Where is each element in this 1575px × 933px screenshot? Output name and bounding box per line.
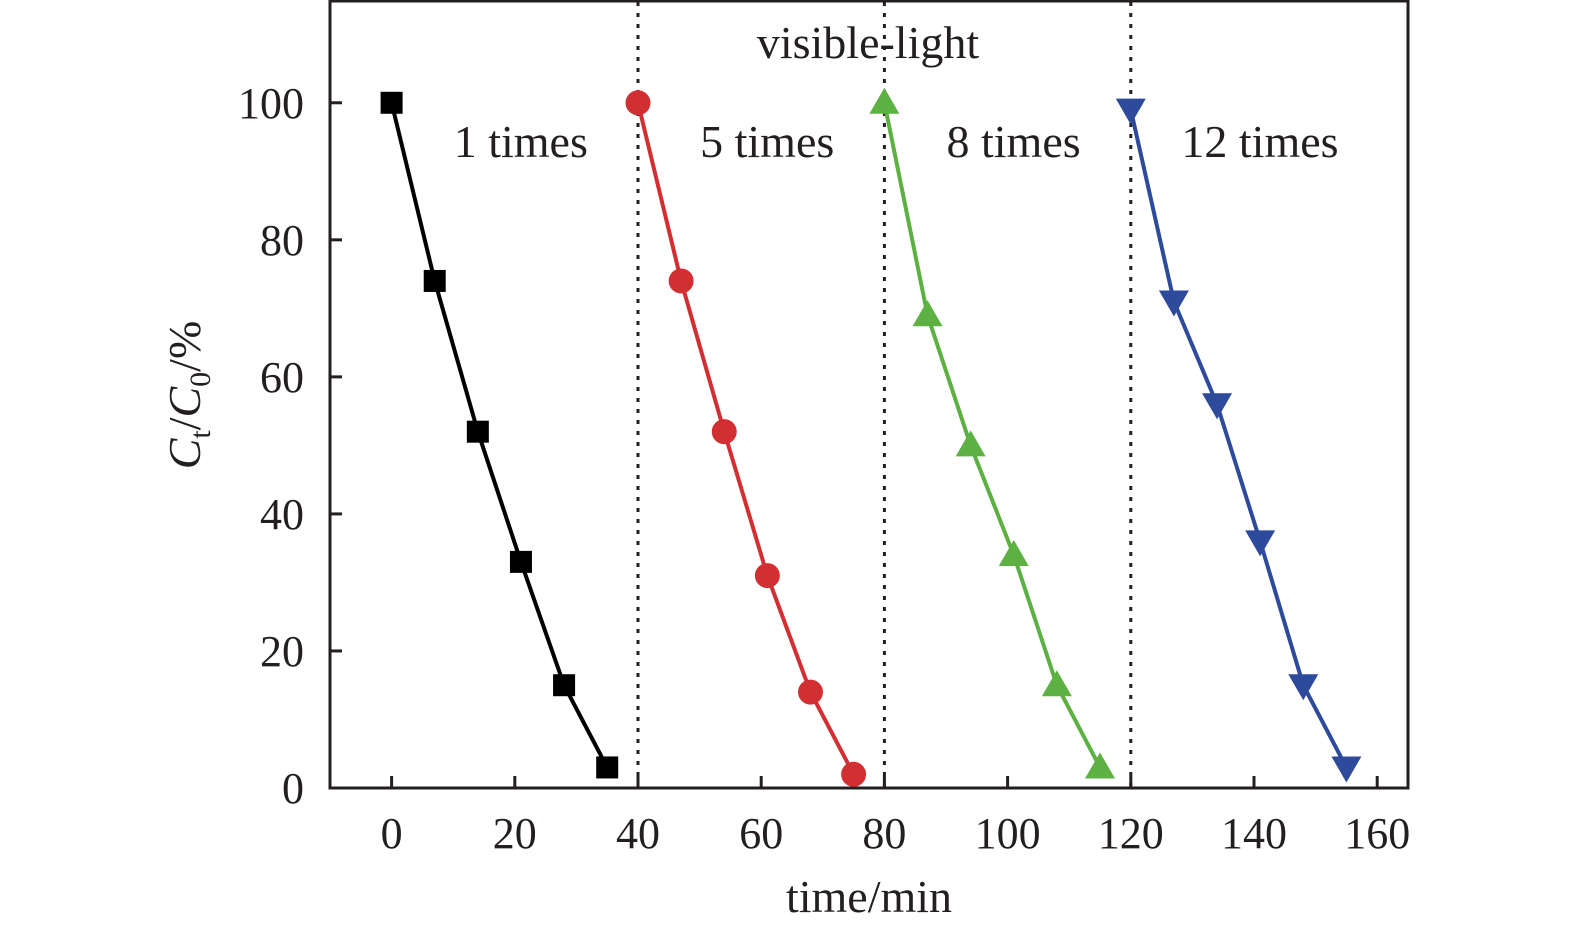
- y-tick-label-100: 100: [238, 79, 304, 128]
- series-group: [380, 87, 1362, 787]
- y-axis-label-c: C: [159, 437, 210, 469]
- point-1-3: [466, 420, 489, 443]
- point-2-6: [841, 761, 867, 787]
- series-label-3: 8 times: [947, 116, 1081, 167]
- series-label-4: 12 times: [1181, 116, 1338, 167]
- y-axis-label-unit: /%: [159, 321, 210, 372]
- point-4-2: [1158, 290, 1189, 317]
- series-4: [1115, 98, 1362, 783]
- point-3-4: [998, 540, 1029, 567]
- annotation-visible-light: visible-light: [757, 17, 980, 68]
- y-tick-label-20: 20: [260, 627, 304, 676]
- point-1-2: [423, 269, 446, 292]
- y-axis-label-c0: C: [159, 385, 210, 417]
- series-2: [625, 90, 867, 787]
- x-tick-label-160: 160: [1344, 809, 1410, 858]
- y-tick-label-60: 60: [260, 353, 304, 402]
- point-1-5: [553, 674, 576, 697]
- point-4-6: [1331, 756, 1362, 783]
- point-2-4: [754, 563, 780, 589]
- plot-border: [328, 0, 1410, 790]
- series-1: [380, 91, 619, 779]
- series-labels: 1 times 5 times 8 times 12 times: [454, 116, 1339, 167]
- y-axis-label-sub-0: 0: [184, 372, 217, 387]
- x-tick-label-140: 140: [1221, 809, 1287, 858]
- x-tick-label-80: 80: [862, 809, 906, 858]
- point-4-5: [1288, 674, 1319, 701]
- series-line-1: [389, 102, 609, 769]
- point-2-3: [711, 419, 737, 445]
- x-tick-label-20: 20: [493, 809, 537, 858]
- series-line-4: [1128, 109, 1349, 769]
- point-4-4: [1245, 530, 1276, 557]
- x-axis-label: time/min: [786, 871, 952, 922]
- point-1-1: [380, 91, 403, 114]
- series-line-2: [636, 102, 856, 776]
- series-label-2: 5 times: [700, 116, 834, 167]
- x-tick-label-120: 120: [1098, 809, 1164, 858]
- point-2-1: [625, 90, 651, 116]
- point-2-5: [797, 679, 823, 705]
- point-3-3: [955, 430, 986, 457]
- y-tick-label-0: 0: [282, 764, 304, 813]
- point-4-3: [1202, 393, 1233, 420]
- x-tick-label-0: 0: [381, 809, 403, 858]
- y-axis-label-slash: /: [159, 417, 210, 430]
- series-label-1: 1 times: [454, 116, 588, 167]
- y-tick-label-80: 80: [260, 216, 304, 265]
- point-1-4: [509, 550, 532, 573]
- series-3: [869, 87, 1115, 779]
- point-4-1: [1115, 98, 1146, 125]
- point-3-2: [912, 300, 943, 327]
- y-axis-label-sub-t: t: [184, 430, 217, 439]
- plot-frame: [328, 0, 1410, 790]
- x-tick-label-60: 60: [739, 809, 783, 858]
- point-2-2: [668, 268, 694, 294]
- x-tick-label-100: 100: [975, 809, 1041, 858]
- y-axis-label: Ct/C0/%: [159, 321, 217, 470]
- x-tick-label-40: 40: [616, 809, 660, 858]
- y-tick-label-40: 40: [260, 490, 304, 539]
- series-line-3: [882, 102, 1102, 769]
- point-1-6: [596, 756, 619, 779]
- point-3-5: [1041, 670, 1072, 697]
- point-3-6: [1085, 752, 1115, 779]
- point-3-1: [869, 87, 900, 114]
- ticks: 0 20 40 60 80 100 120 140 160 0 20 40 60 80 100: [238, 79, 1410, 858]
